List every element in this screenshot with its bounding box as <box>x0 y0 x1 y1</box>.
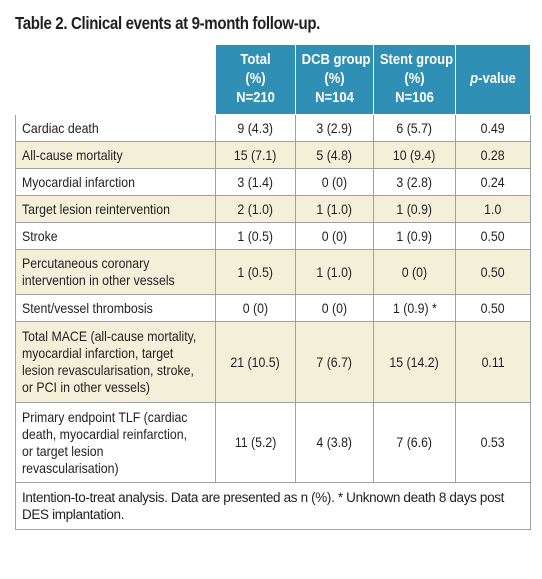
cell-dcb: 0 (0) <box>295 294 374 322</box>
row-label: Stent/vessel thrombosis <box>15 294 216 322</box>
header-stent-group: Stent group (%) N=106 <box>373 44 456 115</box>
cell-dcb: 1 (1.0) <box>295 195 374 223</box>
cell-dcb: 3 (2.9) <box>295 114 374 142</box>
cell-total: 11 (5.2) <box>215 402 296 483</box>
cell-total: 1 (0.5) <box>215 249 296 295</box>
table-row: Cardiac death 9 (4.3) 3 (2.9) 6 (5.7) 0.… <box>15 114 531 142</box>
table-row: Target lesion reintervention 2 (1.0) 1 (… <box>15 195 531 223</box>
cell-p-value: 0.11 <box>455 321 531 403</box>
cell-total: 1 (0.5) <box>215 222 296 250</box>
cell-p-value: 0.50 <box>455 294 531 322</box>
header-row: Total (%) N=210 DCB group (%) N=104 Sten… <box>15 44 531 115</box>
header-dcb-group: DCB group (%) N=104 <box>295 44 374 115</box>
table-row: Primary endpoint TLF (cardiac death, myo… <box>15 402 531 483</box>
cell-stent: 15 (14.2) <box>373 321 456 403</box>
cell-dcb: 4 (3.8) <box>295 402 374 483</box>
table-footnote: Intention-to-treat analysis. Data are pr… <box>15 482 531 530</box>
cell-dcb: 7 (6.7) <box>295 321 374 403</box>
row-label: All-cause mortality <box>15 141 216 169</box>
row-label: Total MACE (all-cause mortality, myocard… <box>15 321 216 403</box>
cell-stent: 1 (0.9) <box>373 195 456 223</box>
cell-stent: 10 (9.4) <box>373 141 456 169</box>
header-empty-cell <box>15 44 216 115</box>
cell-total: 9 (4.3) <box>215 114 296 142</box>
table-row: Stroke 1 (0.5) 0 (0) 1 (0.9) 0.50 <box>15 222 531 250</box>
clinical-events-table: Total (%) N=210 DCB group (%) N=104 Sten… <box>15 44 531 530</box>
cell-dcb: 5 (4.8) <box>295 141 374 169</box>
cell-p-value: 0.49 <box>455 114 531 142</box>
row-label: Myocardial infarction <box>15 168 216 196</box>
cell-p-value: 0.28 <box>455 141 531 169</box>
footnote-row: Intention-to-treat analysis. Data are pr… <box>15 482 531 530</box>
cell-stent: 1 (0.9) <box>373 222 456 250</box>
cell-dcb: 1 (1.0) <box>295 249 374 295</box>
cell-p-value: 0.53 <box>455 402 531 483</box>
table-row: Total MACE (all-cause mortality, myocard… <box>15 321 531 403</box>
cell-total: 3 (1.4) <box>215 168 296 196</box>
cell-p-value: 0.50 <box>455 222 531 250</box>
table-row: All-cause mortality 15 (7.1) 5 (4.8) 10 … <box>15 141 531 169</box>
row-label: Target lesion reintervention <box>15 195 216 223</box>
header-total: Total (%) N=210 <box>215 44 296 115</box>
cell-total: 21 (10.5) <box>215 321 296 403</box>
cell-stent: 6 (5.7) <box>373 114 456 142</box>
table-title: Table 2. Clinical events at 9-month foll… <box>15 13 321 33</box>
cell-stent: 1 (0.9) * <box>373 294 456 322</box>
row-label: Primary endpoint TLF (cardiac death, myo… <box>15 402 216 483</box>
cell-total: 15 (7.1) <box>215 141 296 169</box>
cell-p-value: 0.50 <box>455 249 531 295</box>
table-row: Percutaneous coronary intervention in ot… <box>15 249 531 295</box>
cell-total: 0 (0) <box>215 294 296 322</box>
cell-p-value: 1.0 <box>455 195 531 223</box>
header-p-value: p-value <box>455 44 531 115</box>
row-label: Cardiac death <box>15 114 216 142</box>
cell-dcb: 0 (0) <box>295 168 374 196</box>
cell-total: 2 (1.0) <box>215 195 296 223</box>
cell-stent: 0 (0) <box>373 249 456 295</box>
table-row: Stent/vessel thrombosis 0 (0) 0 (0) 1 (0… <box>15 294 531 322</box>
row-label: Stroke <box>15 222 216 250</box>
table-row: Myocardial infarction 3 (1.4) 0 (0) 3 (2… <box>15 168 531 196</box>
cell-dcb: 0 (0) <box>295 222 374 250</box>
row-label: Percutaneous coronary intervention in ot… <box>15 249 216 295</box>
cell-stent: 7 (6.6) <box>373 402 456 483</box>
cell-p-value: 0.24 <box>455 168 531 196</box>
cell-stent: 3 (2.8) <box>373 168 456 196</box>
